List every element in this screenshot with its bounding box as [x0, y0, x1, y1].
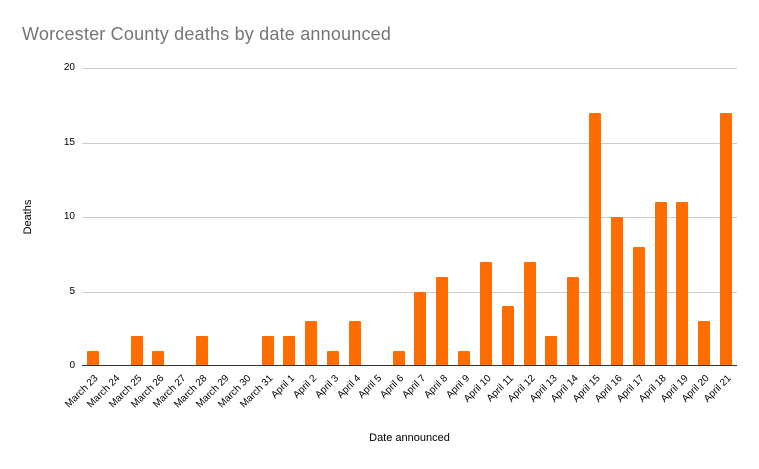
bar-april-18[interactable] [654, 202, 667, 366]
bar-april-11[interactable] [501, 306, 514, 366]
x-axis-line [82, 365, 737, 366]
bar-march-26[interactable] [152, 351, 165, 366]
bar-april-19[interactable] [676, 202, 689, 366]
bar-april-12[interactable] [523, 261, 536, 366]
x-tick-label: April 8 [422, 373, 451, 401]
gridline-20 [82, 68, 737, 69]
y-tick-label-5: 5 [69, 285, 75, 297]
y-tick-label-15: 15 [63, 136, 75, 148]
bar-april-1[interactable] [283, 336, 296, 366]
gridline-5 [82, 291, 737, 293]
bar-april-7[interactable] [414, 291, 427, 366]
bar-april-21[interactable] [720, 112, 733, 366]
y-tick-label-0: 0 [69, 360, 75, 371]
bar-april-9[interactable] [458, 351, 471, 366]
gridline-10 [82, 217, 737, 218]
bar-april-10[interactable] [479, 261, 492, 366]
y-tick-label-10: 10 [63, 211, 75, 222]
y-tick-label-20: 20 [63, 62, 75, 73]
plot-area [82, 68, 737, 366]
x-tick-label: April 6 [378, 373, 407, 401]
bar-april-3[interactable] [327, 351, 340, 366]
bar-april-17[interactable] [632, 246, 645, 366]
chart-title: Worcester County deaths by date announce… [22, 24, 392, 44]
bar-april-8[interactable] [436, 276, 449, 366]
x-tick-label: April 4 [334, 373, 363, 401]
bar-march-28[interactable] [196, 336, 209, 366]
bar-april-6[interactable] [392, 351, 405, 366]
y-tick-labels: 0 5 10 15 20 [0, 62, 75, 371]
bar-april-13[interactable] [545, 336, 558, 366]
bar-april-2[interactable] [305, 321, 318, 366]
bar-april-4[interactable] [348, 321, 361, 366]
bar-march-23[interactable] [86, 351, 99, 366]
gridline-15 [82, 142, 737, 144]
bar-april-14[interactable] [567, 276, 580, 366]
x-axis-title: Date announced [369, 432, 450, 444]
x-tick-label: April 2 [291, 373, 320, 401]
x-tick-label: April 1 [269, 373, 298, 401]
x-tick-label: April 7 [400, 373, 429, 401]
bar-april-16[interactable] [610, 217, 623, 366]
bar-march-25[interactable] [130, 336, 143, 366]
bar-april-20[interactable] [698, 321, 711, 366]
x-tick-label: April 3 [313, 373, 341, 401]
x-tick-label: April 5 [356, 373, 385, 401]
bar-march-31[interactable] [261, 336, 274, 366]
bar-april-15[interactable] [589, 112, 602, 366]
